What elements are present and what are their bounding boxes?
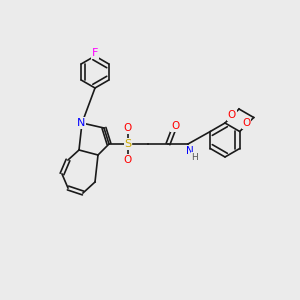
Text: H: H (192, 152, 198, 161)
Text: F: F (92, 48, 98, 58)
Text: N: N (77, 118, 85, 128)
Text: O: O (171, 121, 179, 131)
Text: S: S (124, 139, 132, 149)
Text: O: O (124, 155, 132, 165)
Text: O: O (243, 118, 251, 128)
Text: N: N (186, 146, 194, 156)
Text: O: O (228, 110, 236, 120)
Text: O: O (124, 123, 132, 133)
